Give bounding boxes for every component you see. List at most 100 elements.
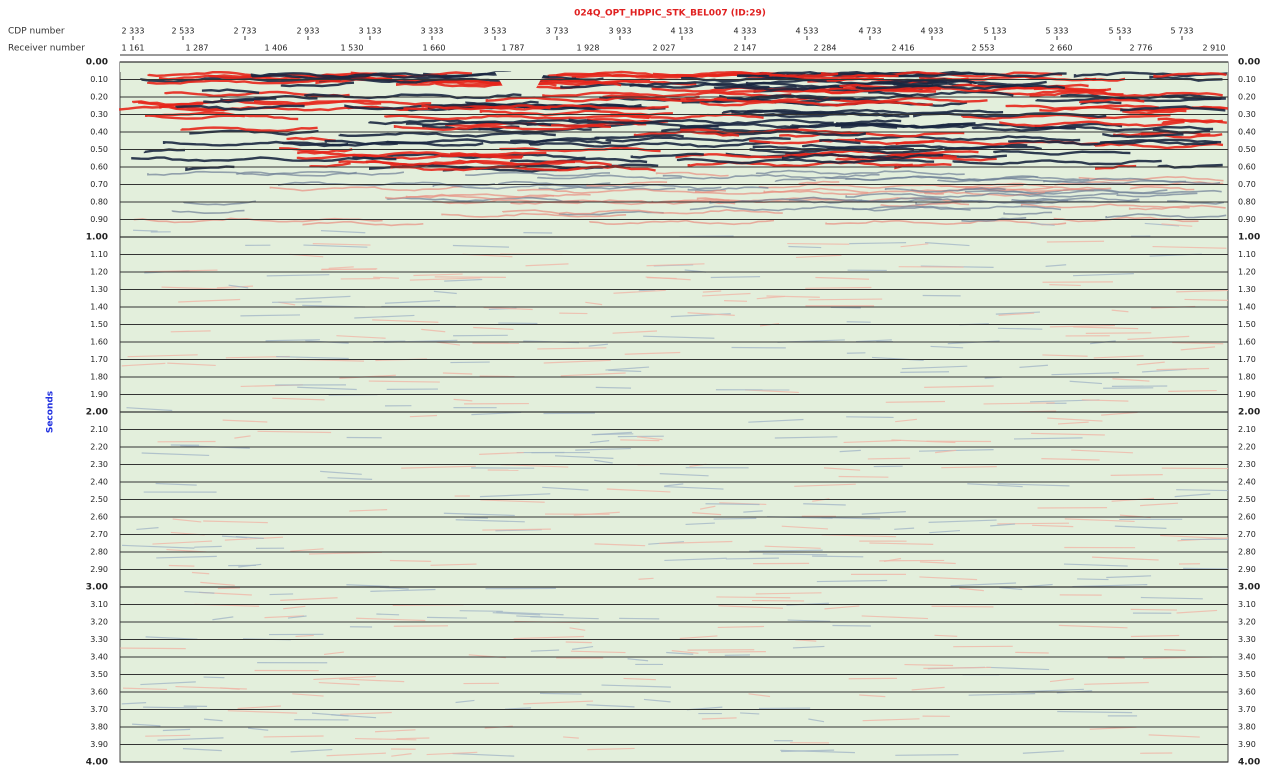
noise — [204, 677, 225, 678]
cdp-tick-label: 5 533 — [1109, 27, 1132, 36]
time-label-right: 1.70 — [1238, 355, 1256, 364]
noise — [705, 504, 759, 505]
cdp-tick-label: 2 933 — [297, 27, 320, 36]
time-label-right: 2.50 — [1238, 495, 1256, 504]
noise — [194, 546, 221, 547]
noise — [1168, 391, 1217, 392]
cdp-tick-label: 3 533 — [484, 27, 507, 36]
time-label-right: 3.00 — [1238, 583, 1260, 593]
time-label-left: 2.10 — [90, 425, 108, 434]
time-label-left: 3.50 — [90, 670, 108, 679]
time-label-right: 3.80 — [1238, 723, 1256, 732]
time-label-left: 3.40 — [90, 653, 108, 662]
noise — [540, 693, 582, 694]
time-label-left: 3.70 — [90, 705, 108, 714]
time-label-right: 2.20 — [1238, 443, 1256, 452]
time-label-right: 1.40 — [1238, 303, 1256, 312]
noise — [566, 642, 592, 643]
receiver-tick-label: 2 910 — [1203, 44, 1226, 53]
time-label-right: 1.50 — [1238, 320, 1256, 329]
time-label-right: 0.20 — [1238, 93, 1256, 102]
time-label-right: 1.80 — [1238, 373, 1256, 382]
receiver-tick-label: 1 530 — [341, 44, 364, 53]
cdp-tick-label: 5 333 — [1046, 27, 1069, 36]
noise — [839, 476, 889, 477]
time-label-left: 0.10 — [90, 75, 108, 84]
time-label-right: 3.40 — [1238, 653, 1256, 662]
time-label-right: 0.00 — [1238, 58, 1260, 68]
noise — [620, 440, 659, 441]
time-label-left: 3.20 — [90, 618, 108, 627]
time-label-left: 1.00 — [86, 233, 108, 243]
noise — [145, 735, 190, 736]
time-label-right: 2.60 — [1238, 513, 1256, 522]
noise — [169, 566, 195, 567]
time-label-left: 1.20 — [90, 268, 108, 277]
time-label-right: 1.10 — [1238, 250, 1256, 259]
time-label-left: 2.70 — [90, 530, 108, 539]
noise — [895, 755, 958, 756]
noise — [1111, 475, 1163, 476]
time-label-left: 0.50 — [90, 145, 108, 154]
time-label-left: 1.70 — [90, 355, 108, 364]
noise — [997, 523, 1069, 524]
time-label-left: 0.20 — [90, 93, 108, 102]
cdp-tick-label: 4 933 — [921, 27, 944, 36]
time-label-left: 2.50 — [90, 495, 108, 504]
noise — [1049, 285, 1080, 286]
cdp-tick-label: 4 133 — [671, 27, 694, 36]
noise — [998, 328, 1042, 329]
time-label-left: 3.10 — [90, 600, 108, 609]
cdp-tick-label: 4 533 — [796, 27, 819, 36]
noise — [846, 417, 893, 418]
receiver-tick-label: 1 161 — [122, 44, 145, 53]
seismic-view: 024Q_OPT_HDPIC_STK_BEL007 (ID:29) CDP nu… — [0, 0, 1279, 769]
time-label-left: 1.30 — [90, 285, 108, 294]
time-label-left: 2.80 — [90, 548, 108, 557]
cdp-tick-label: 2 733 — [234, 27, 257, 36]
time-label-right: 2.30 — [1238, 460, 1256, 469]
time-label-right: 2.00 — [1238, 408, 1260, 418]
noise — [1183, 568, 1228, 569]
noise — [812, 556, 863, 557]
time-label-right: 1.60 — [1238, 338, 1256, 347]
time-label-left: 2.40 — [90, 478, 108, 487]
time-label-right: 0.40 — [1238, 128, 1256, 137]
noise — [396, 738, 429, 739]
time-label-left: 3.00 — [86, 583, 108, 593]
time-label-right: 0.10 — [1238, 75, 1256, 84]
noise — [868, 458, 910, 459]
time-label-right: 1.90 — [1238, 390, 1256, 399]
time-label-right: 3.20 — [1238, 618, 1256, 627]
time-label-left: 3.30 — [90, 635, 108, 644]
time-label-right: 0.30 — [1238, 110, 1256, 119]
time-label-left: 2.00 — [86, 408, 108, 418]
time-label-left: 1.60 — [90, 338, 108, 347]
noise — [1047, 241, 1104, 242]
time-label-right: 2.90 — [1238, 565, 1256, 574]
noise — [708, 652, 766, 653]
noise — [809, 299, 883, 300]
noise — [1131, 609, 1177, 610]
time-label-left: 0.00 — [86, 58, 108, 68]
time-label-right: 0.90 — [1238, 215, 1256, 224]
noise — [832, 625, 870, 626]
time-label-left: 0.80 — [90, 198, 108, 207]
time-label-right: 0.70 — [1238, 180, 1256, 189]
noise — [787, 244, 849, 245]
noise — [133, 230, 158, 231]
time-label-right: 3.90 — [1238, 740, 1256, 749]
noise — [1176, 490, 1228, 491]
time-label-right: 3.50 — [1238, 670, 1256, 679]
time-label-right: 0.50 — [1238, 145, 1256, 154]
cdp-tick-label: 3 133 — [359, 27, 382, 36]
noise — [932, 606, 994, 607]
time-label-left: 1.40 — [90, 303, 108, 312]
time-label-left: 3.80 — [90, 723, 108, 732]
cdp-tick-label: 2 533 — [172, 27, 195, 36]
title: 024Q_OPT_HDPIC_STK_BEL007 (ID:29) — [574, 9, 766, 19]
time-label-left: 0.40 — [90, 128, 108, 137]
time-label-left: 0.60 — [90, 163, 108, 172]
time-label-left: 0.30 — [90, 110, 108, 119]
time-label-right: 1.20 — [1238, 268, 1256, 277]
